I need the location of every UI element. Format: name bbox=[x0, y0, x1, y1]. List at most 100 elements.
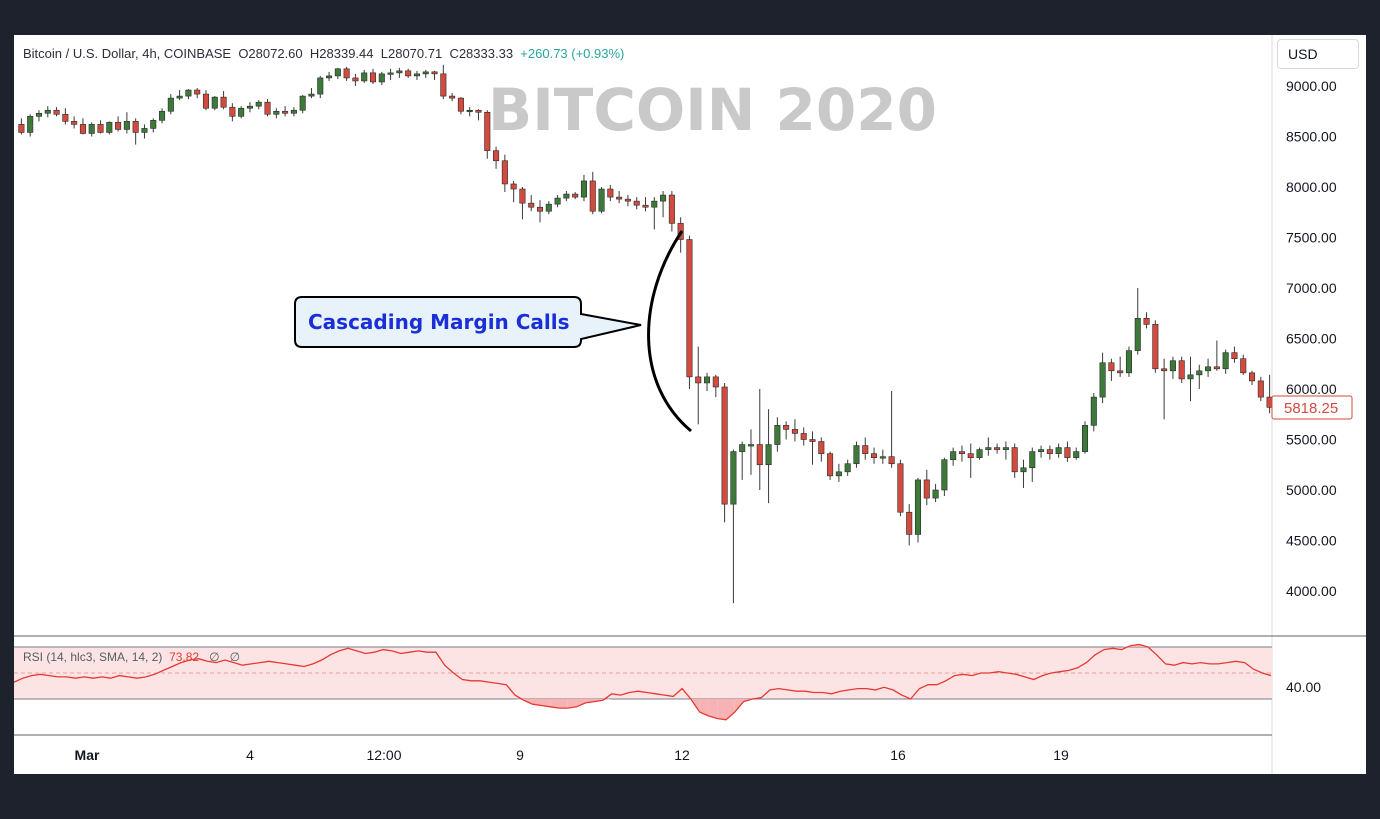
candle bbox=[27, 114, 34, 137]
candle-body bbox=[862, 445, 869, 454]
price-tick-label: 6000.00 bbox=[1286, 381, 1337, 397]
candle-body bbox=[238, 107, 245, 117]
candle bbox=[958, 445, 965, 462]
candle bbox=[405, 68, 412, 78]
candle-body bbox=[624, 198, 631, 202]
candle bbox=[1064, 441, 1071, 462]
candle bbox=[1020, 459, 1027, 488]
candle bbox=[897, 459, 904, 517]
candle-body bbox=[598, 188, 605, 212]
candle bbox=[818, 437, 825, 462]
candle bbox=[422, 69, 429, 78]
candle bbox=[1038, 445, 1045, 458]
candle-body bbox=[484, 111, 491, 151]
candle bbox=[730, 449, 737, 604]
rsi-oversold-segment bbox=[550, 699, 559, 709]
candle-body bbox=[466, 109, 473, 113]
rsi-header: RSI (14, hlc3, SMA, 14, 2) 73.82 ∅ ∅ bbox=[23, 650, 240, 664]
candle bbox=[1196, 364, 1203, 389]
candle-body bbox=[1213, 366, 1220, 370]
candle bbox=[862, 437, 869, 460]
candle-body bbox=[290, 109, 297, 114]
candle bbox=[651, 197, 658, 230]
candle-body bbox=[176, 95, 183, 99]
candle-body bbox=[501, 160, 508, 185]
candle bbox=[185, 89, 192, 100]
rsi-oversold-segment bbox=[541, 699, 551, 707]
candle-body bbox=[510, 183, 517, 190]
candle-body bbox=[809, 439, 816, 442]
candle bbox=[159, 108, 166, 124]
candle-body bbox=[440, 73, 447, 97]
candle bbox=[290, 107, 297, 117]
candle-body bbox=[897, 463, 904, 513]
candle bbox=[1099, 352, 1106, 404]
rsi-axis-label: 40.00 bbox=[1286, 679, 1321, 695]
candle bbox=[704, 372, 711, 392]
candle-body bbox=[53, 109, 60, 115]
rsi-band bbox=[14, 647, 1272, 699]
candle-body bbox=[756, 444, 763, 466]
candle bbox=[774, 417, 781, 452]
candle-body bbox=[923, 479, 930, 499]
candle bbox=[950, 447, 957, 466]
candle bbox=[1011, 443, 1018, 478]
candle bbox=[985, 437, 992, 456]
candle-body bbox=[475, 109, 482, 113]
chart-frame[interactable]: BITCOIN 2020 9000.00 8500.00 8000.00 7500.0… bbox=[14, 35, 1366, 774]
candle-body bbox=[343, 68, 350, 79]
annotation-bracket bbox=[647, 230, 692, 433]
candle-body bbox=[1064, 447, 1071, 458]
candle bbox=[1152, 320, 1159, 373]
candle bbox=[616, 191, 623, 204]
rsi-label[interactable]: RSI (14, hlc3, SMA, 14, 2) bbox=[23, 650, 163, 664]
candle-body bbox=[422, 71, 429, 75]
candle-body bbox=[299, 95, 306, 111]
candle bbox=[35, 110, 43, 122]
candle bbox=[413, 70, 420, 80]
candle-body bbox=[123, 121, 130, 130]
candle-body bbox=[1038, 449, 1045, 452]
candle bbox=[1222, 349, 1229, 374]
candle-body bbox=[800, 433, 807, 440]
candle-body bbox=[1257, 380, 1264, 398]
symbol-name[interactable]: Bitcoin / U.S. Dollar, 4h, COINBASE bbox=[23, 46, 232, 61]
candle-body bbox=[1055, 447, 1062, 454]
candle-body bbox=[1108, 362, 1115, 372]
candle bbox=[1240, 354, 1247, 375]
candle bbox=[1143, 312, 1150, 329]
candle-body bbox=[413, 73, 420, 77]
candle-body bbox=[361, 72, 368, 82]
candle-body bbox=[536, 206, 544, 212]
candle bbox=[79, 118, 86, 135]
candle-body bbox=[818, 441, 825, 454]
candle-body bbox=[1240, 358, 1247, 374]
candle bbox=[378, 71, 385, 85]
candle-body bbox=[1046, 449, 1053, 454]
candle bbox=[835, 463, 842, 482]
candle bbox=[914, 477, 922, 543]
time-tick-label: 16 bbox=[890, 747, 906, 763]
candle-body bbox=[1029, 451, 1036, 469]
candle-body bbox=[1117, 370, 1124, 374]
candle-body bbox=[18, 124, 25, 133]
candle-body bbox=[1073, 451, 1080, 458]
candle-body bbox=[906, 511, 913, 535]
rsi-oversold-segment bbox=[558, 699, 568, 709]
candle-body bbox=[220, 96, 227, 108]
currency-button[interactable]: USD bbox=[1277, 39, 1359, 69]
candle bbox=[747, 429, 755, 475]
candle bbox=[326, 71, 333, 81]
candle-body bbox=[1161, 368, 1168, 372]
candle-body bbox=[791, 429, 798, 434]
candle bbox=[493, 146, 500, 169]
time-tick-label: 12:00 bbox=[366, 747, 401, 763]
candle bbox=[264, 99, 271, 117]
candle-body bbox=[62, 113, 69, 122]
candle-body bbox=[774, 425, 781, 445]
candle-body bbox=[941, 459, 948, 491]
candle-body bbox=[97, 124, 104, 133]
candle-body bbox=[835, 471, 842, 477]
chart-canvas[interactable]: BITCOIN 2020 9000.00 8500.00 8000.00 7500.0… bbox=[14, 35, 1366, 774]
candle bbox=[739, 441, 746, 480]
